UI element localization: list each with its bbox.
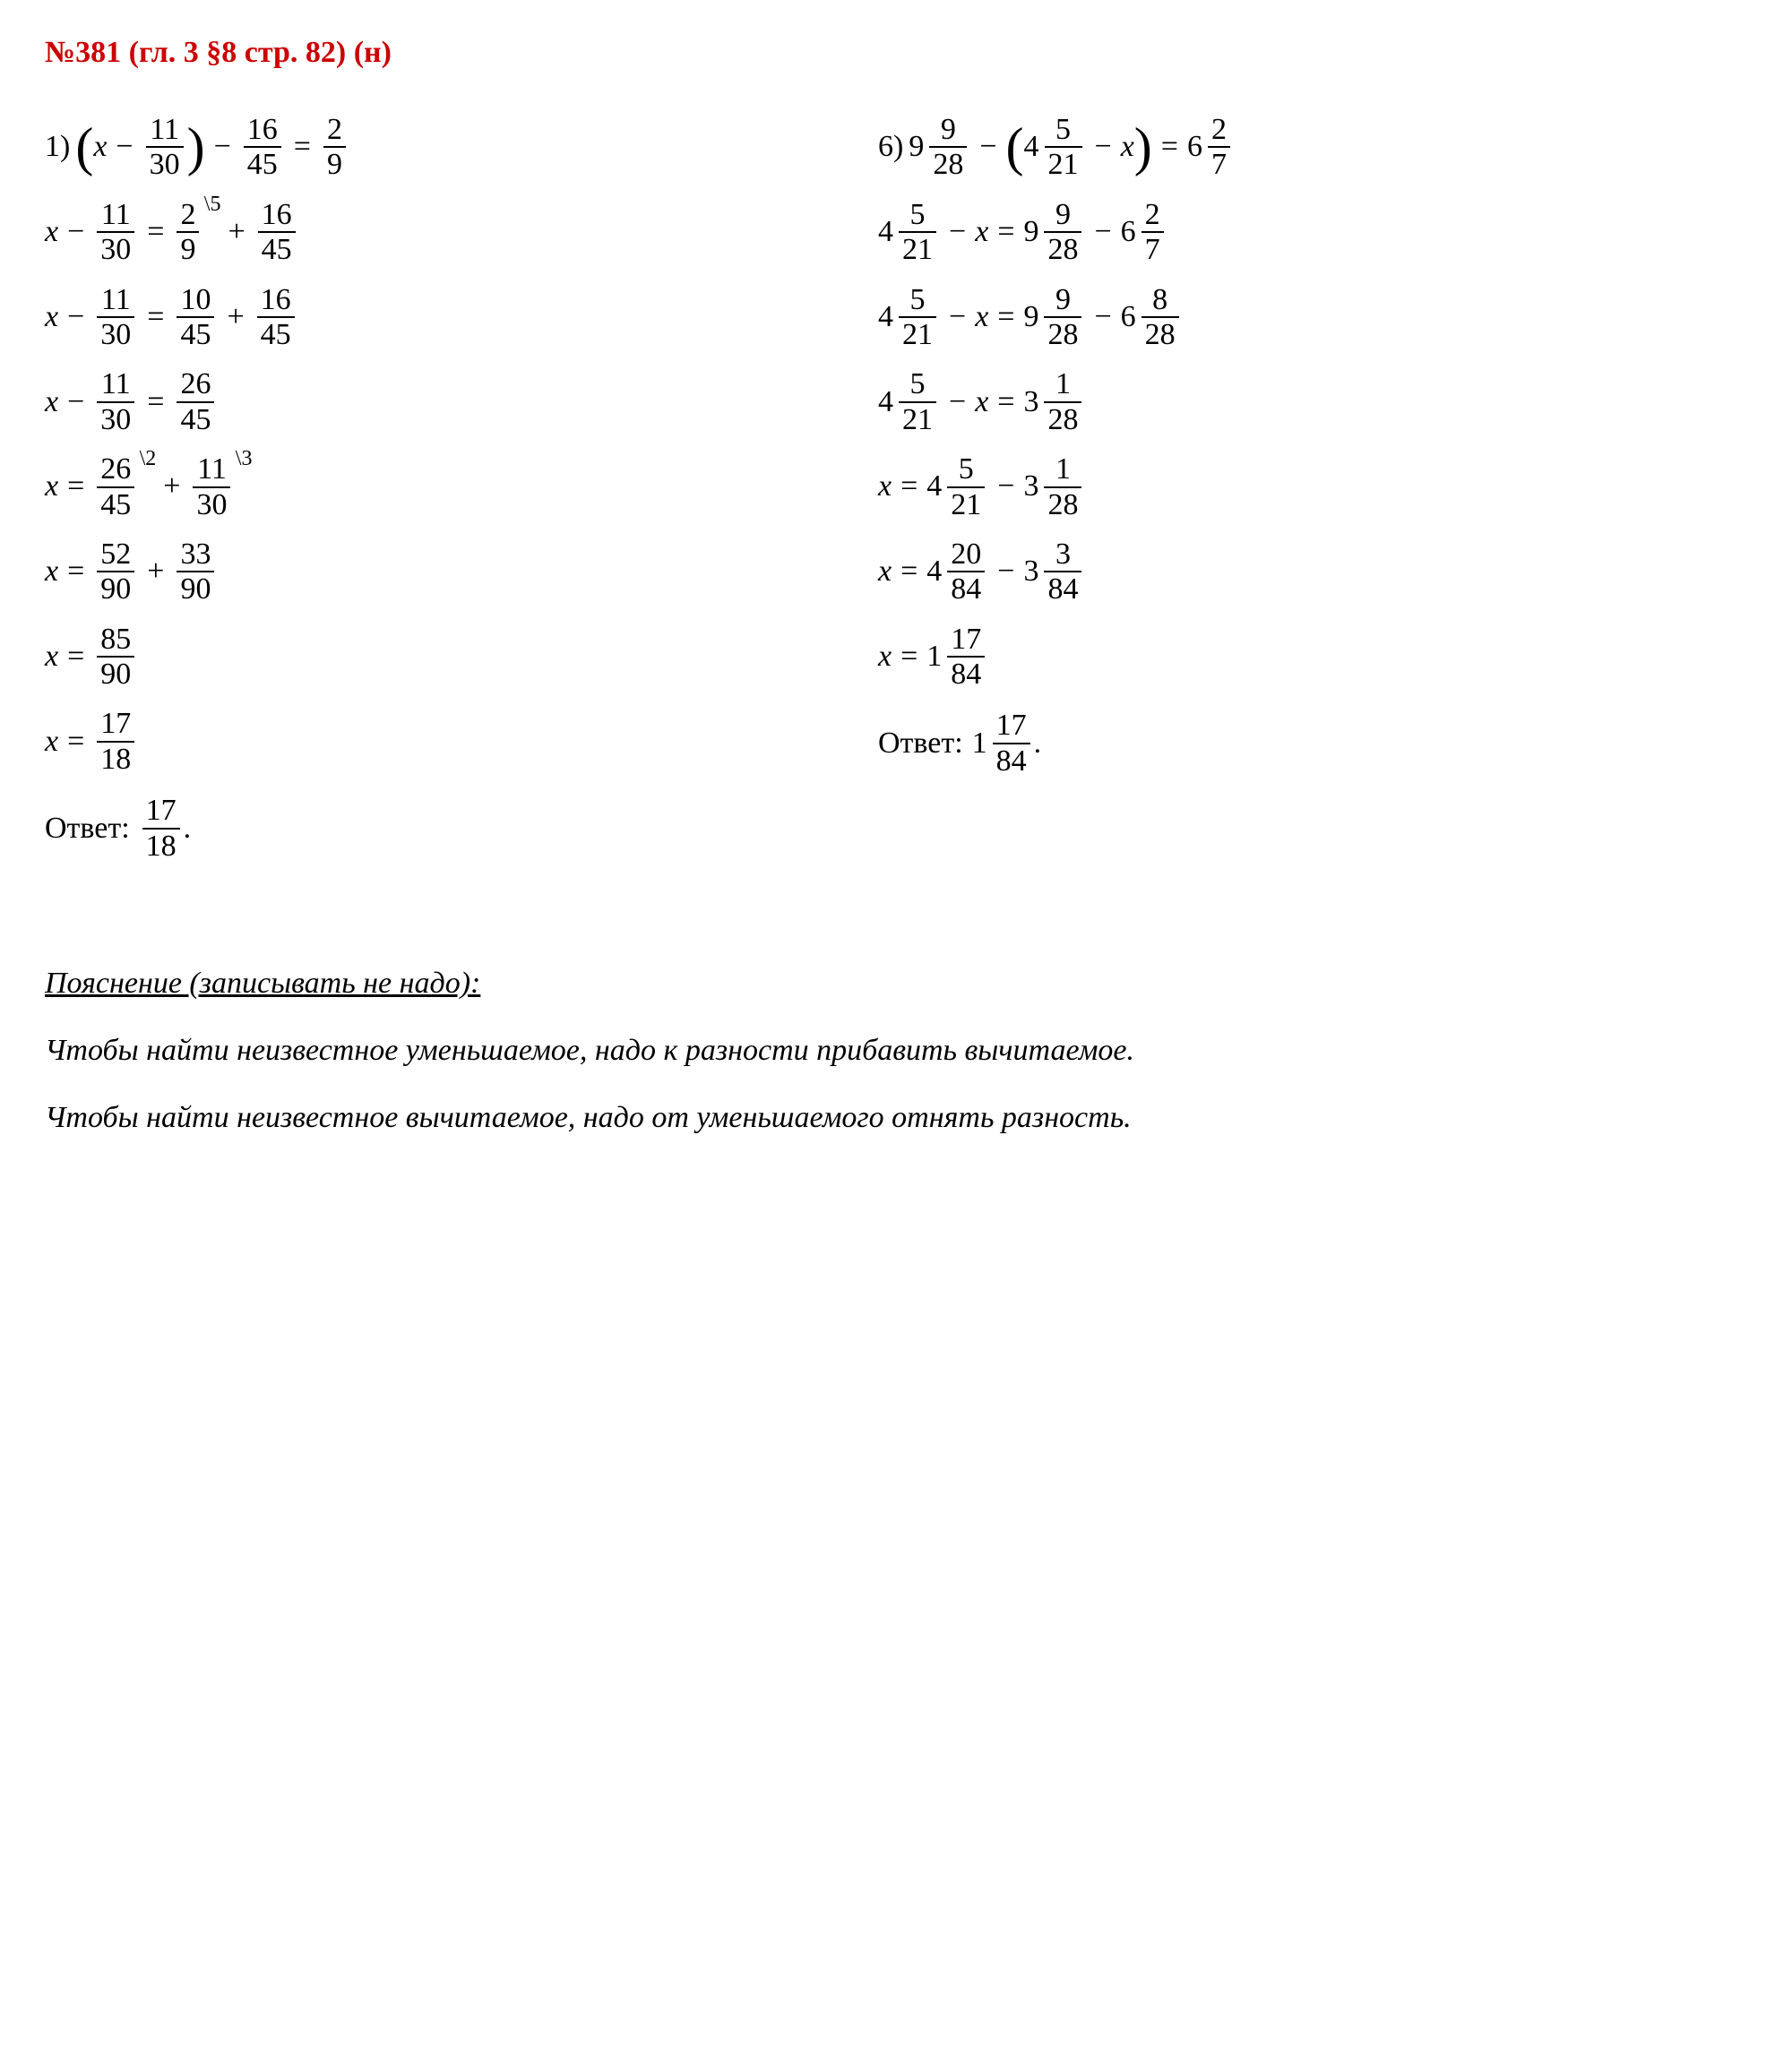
problem-title: №381 (гл. 3 §8 стр. 82) (н) — [45, 36, 1658, 70]
p1-line3: x − 1130 = 1045 + 1645 — [45, 283, 824, 352]
p6-line2: 4521 − x = 9928 − 627 — [878, 198, 1658, 267]
explanation-p1: Чтобы найти неизвестное уменьшаемое, над… — [45, 1018, 1658, 1085]
explanation-title: Пояснение (записывать не надо): — [45, 950, 1658, 1018]
p1-line1: 1) ( x − 1130 ) − 1645 = 29 — [45, 113, 824, 182]
solution-columns: 1) ( x − 1130 ) − 1645 = 29 x − 1130 = 2… — [45, 97, 1658, 879]
p1-line8: x = 1718 — [45, 707, 824, 776]
explanation: Пояснение (записывать не надо): Чтобы на… — [45, 950, 1658, 1151]
p6-line5: x = 4521 − 3128 — [878, 452, 1658, 521]
p1-line4: x − 1130 = 2645 — [45, 367, 824, 436]
p1-answer: Ответ: 1718. — [45, 794, 824, 863]
p6-answer: Ответ: 11784. — [878, 709, 1658, 778]
p6-line6: x = 42084 − 3384 — [878, 538, 1658, 606]
p1-line7: x = 8590 — [45, 623, 824, 692]
column-6: 6) 9928 − ( 4521 − x ) = 627 4521 − x = … — [878, 97, 1658, 879]
p6-line4: 4521 − x = 3128 — [878, 367, 1658, 436]
p1-line6: x = 5290 + 3390 — [45, 538, 824, 606]
p6-line3: 4521 − x = 9928 − 6828 — [878, 283, 1658, 352]
p1-line2: x − 1130 = 29\5 + 1645 — [45, 198, 824, 267]
p6-line1: 6) 9928 − ( 4521 − x ) = 627 — [878, 113, 1658, 182]
title-main: №381 (гл. 3 §8 стр. 82) — [45, 36, 346, 69]
p1-line5: x = 2645\2 + 1130\3 — [45, 452, 824, 521]
column-1: 1) ( x − 1130 ) − 1645 = 29 x − 1130 = 2… — [45, 97, 824, 879]
p6-line7: x = 11784 — [878, 623, 1658, 692]
explanation-p2: Чтобы найти неизвестное вычитаемое, надо… — [45, 1085, 1658, 1152]
title-suffix: (н) — [346, 36, 392, 69]
